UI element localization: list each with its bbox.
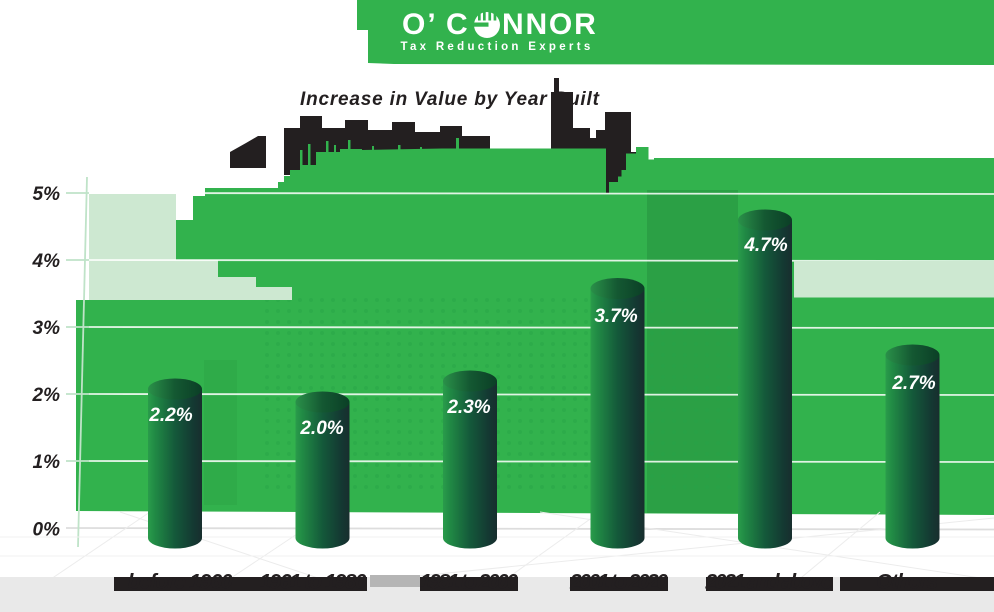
svg-text:Increase in Value by Year Buil: Increase in Value by Year Built xyxy=(300,89,600,110)
svg-text:NNOR: NNOR xyxy=(502,8,598,41)
svg-text:2021 and above: 2021 and above xyxy=(705,571,833,594)
svg-text:4%: 4% xyxy=(32,251,61,272)
svg-text:Others: Others xyxy=(876,571,938,594)
svg-text:2.0%: 2.0% xyxy=(299,418,343,439)
svg-text:3.7%: 3.7% xyxy=(594,306,637,327)
svg-text:3%: 3% xyxy=(33,318,61,339)
svg-text:2%: 2% xyxy=(32,385,61,406)
svg-text:2.3%: 2.3% xyxy=(446,397,490,418)
svg-text:Tax Reduction Experts: Tax Reduction Experts xyxy=(400,41,593,53)
svg-text:2.2%: 2.2% xyxy=(148,405,192,426)
svg-text:5%: 5% xyxy=(33,184,61,205)
svg-text:0%: 0% xyxy=(33,520,61,541)
svg-text:2.7%: 2.7% xyxy=(891,373,935,394)
svg-text:O’: O’ xyxy=(402,8,438,41)
svg-text:1981 to 2000: 1981 to 2000 xyxy=(420,571,518,594)
svg-text:1%: 1% xyxy=(33,452,61,473)
svg-text:C: C xyxy=(446,8,468,41)
svg-text:1961 to 1980: 1961 to 1980 xyxy=(260,571,367,594)
svg-text:4.7%: 4.7% xyxy=(743,235,787,256)
svg-text:2001 to 2020: 2001 to 2020 xyxy=(569,571,668,594)
svg-text:before 1960: before 1960 xyxy=(128,571,233,594)
